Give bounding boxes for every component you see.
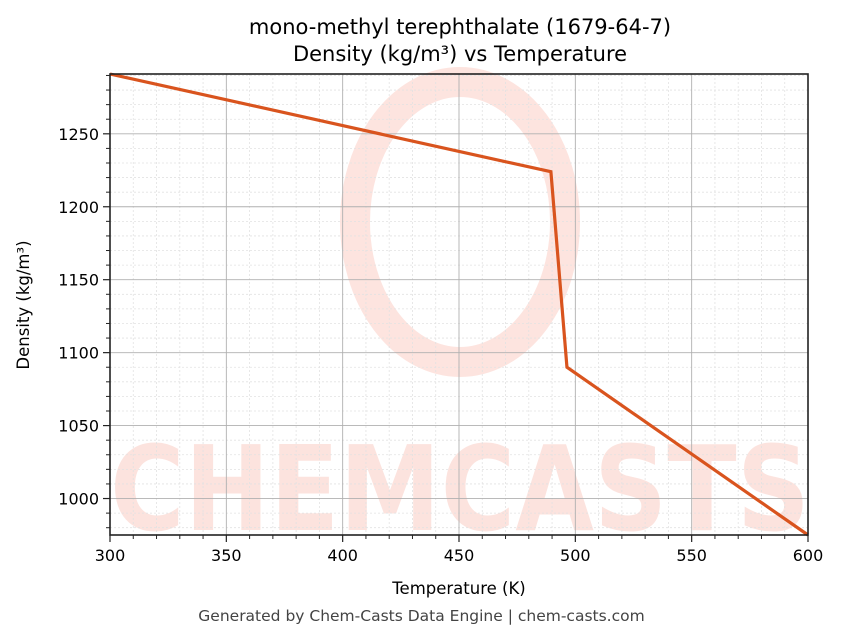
x-tick-label: 500 [560,546,591,565]
footer-credit: Generated by Chem-Casts Data Engine | ch… [198,607,645,625]
y-tick-label: 1250 [58,125,99,144]
y-tick-label: 1050 [58,417,99,436]
y-axis-ticks: 1000 1050 1100 1150 1200 1250 [58,74,110,529]
major-grid [109,74,809,535]
x-tick-label: 300 [95,546,126,565]
data-series [110,72,809,537]
x-axis-ticks: 300 350 400 450 500 550 600 [95,535,824,565]
x-tick-label: 550 [676,546,707,565]
y-tick-label: 1000 [58,490,99,509]
y-tick-label: 1100 [58,344,99,363]
x-tick-label: 400 [327,546,358,565]
watermark-text: CHEMCASTS [110,420,810,558]
y-tick-label: 1200 [58,198,99,217]
watermark: CHEMCASTS [110,67,810,558]
x-tick-label: 350 [211,546,242,565]
x-tick-label: 450 [444,546,475,565]
chart-title: mono-methyl terephthalate (1679-64-7) [249,15,671,39]
y-tick-label: 1150 [58,271,99,290]
x-tick-label: 600 [793,546,824,565]
chart-subtitle: Density (kg/m³) vs Temperature [293,42,627,66]
density-line [110,72,809,537]
x-axis-label: Temperature (K) [391,579,525,598]
y-axis-label: Density (kg/m³) [14,240,33,369]
